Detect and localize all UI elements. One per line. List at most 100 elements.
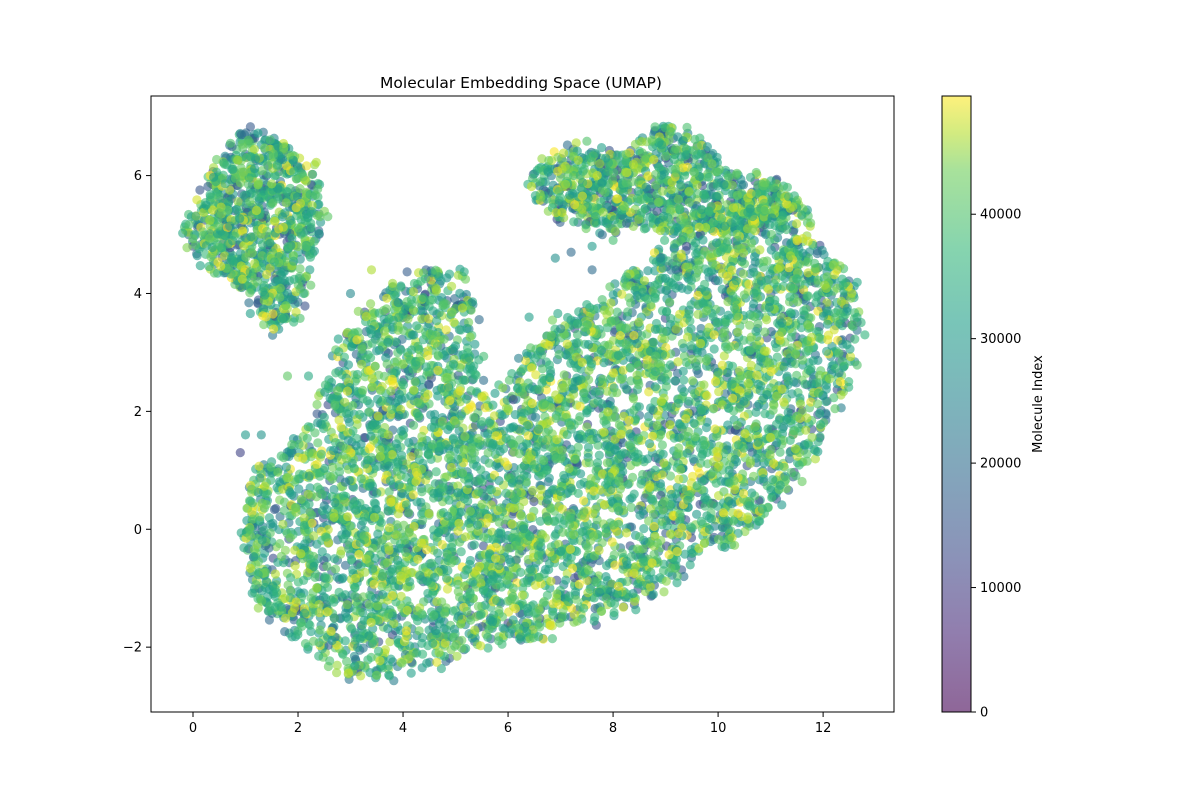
scatter-point — [665, 471, 676, 481]
scatter-point — [722, 441, 732, 451]
scatter-point — [466, 386, 476, 396]
scatter-point — [548, 610, 558, 620]
scatter-point — [632, 544, 643, 554]
scatter-point — [645, 212, 655, 222]
scatter-point — [385, 637, 395, 647]
scatter-point — [623, 479, 633, 489]
scatter-point — [815, 432, 825, 442]
scatter-point — [529, 496, 539, 507]
scatter-point — [382, 359, 392, 369]
scatter-point — [657, 440, 668, 450]
scatter-point — [738, 269, 749, 279]
scatter-point — [623, 307, 633, 317]
scatter-point — [300, 301, 310, 311]
scatter-point — [747, 488, 757, 498]
scatter-point — [396, 281, 406, 291]
scatter-point — [650, 122, 660, 132]
scatter-point — [747, 238, 757, 248]
scatter-point — [665, 420, 675, 430]
scatter-point — [437, 540, 447, 550]
scatter-point — [373, 529, 383, 539]
scatter-point — [313, 438, 323, 448]
scatter-point — [340, 560, 351, 570]
scatter-point — [661, 285, 671, 296]
scatter-point — [754, 516, 764, 526]
scatter-point — [409, 420, 419, 430]
scatter-point — [738, 180, 749, 190]
scatter-points — [178, 121, 870, 686]
scatter-point — [354, 549, 364, 560]
scatter-point — [594, 450, 604, 460]
scatter-point — [310, 428, 320, 438]
scatter-point — [314, 228, 324, 239]
scatter-point — [561, 575, 571, 585]
scatter-point — [643, 266, 653, 276]
scatter-point — [597, 399, 607, 409]
scatter-point — [517, 590, 528, 600]
scatter-point — [661, 576, 671, 586]
scatter-point — [416, 497, 426, 507]
scatter-point — [622, 385, 632, 395]
scatter-point — [303, 422, 313, 432]
scatter-point — [203, 181, 213, 192]
scatter-point — [792, 219, 802, 229]
scatter-point — [778, 210, 788, 220]
scatter-point — [456, 547, 466, 557]
scatter-point — [639, 224, 650, 234]
scatter-point — [709, 344, 719, 354]
scatter-point — [583, 442, 594, 452]
scatter-point — [788, 426, 799, 436]
scatter-point — [779, 462, 789, 472]
scatter-point — [631, 605, 641, 615]
scatter-point — [597, 230, 607, 240]
scatter-point — [290, 561, 300, 571]
scatter-point — [245, 308, 255, 319]
scatter-point — [455, 288, 465, 298]
scatter-point — [579, 388, 589, 398]
scatter-point — [744, 279, 754, 289]
scatter-point — [639, 524, 649, 534]
scatter-point — [479, 375, 489, 385]
scatter-point — [547, 634, 558, 644]
scatter-point — [499, 444, 509, 454]
scatter-point — [786, 332, 796, 342]
scatter-point — [310, 572, 320, 583]
scatter-point — [755, 245, 765, 255]
scatter-point — [626, 298, 636, 308]
scatter-point — [658, 449, 668, 459]
scatter-point — [687, 376, 698, 386]
scatter-point — [569, 217, 579, 227]
scatter-point — [830, 404, 840, 414]
scatter-point — [330, 554, 340, 564]
scatter-point — [312, 399, 322, 410]
scatter-point — [342, 600, 352, 610]
scatter-point — [607, 537, 617, 547]
scatter-point — [379, 559, 390, 569]
scatter-point — [589, 616, 599, 626]
scatter-point — [474, 315, 484, 325]
scatter-point — [244, 298, 254, 308]
scatter-point — [582, 408, 592, 418]
scatter-point — [608, 290, 618, 300]
scatter-point — [771, 419, 782, 429]
scatter-point — [850, 334, 860, 344]
scatter-point — [679, 571, 689, 582]
scatter-point — [797, 210, 807, 220]
scatter-point — [417, 487, 427, 497]
scatter-point — [571, 138, 581, 148]
scatter-point — [330, 564, 341, 574]
scatter-point — [758, 474, 769, 484]
scatter-point — [295, 264, 305, 274]
scatter-point — [269, 504, 280, 515]
scatter-point — [195, 185, 205, 195]
scatter-point — [626, 502, 636, 513]
scatter-point — [699, 380, 709, 390]
scatter-point — [508, 615, 518, 625]
scatter-point — [812, 248, 822, 259]
scatter-point — [746, 360, 756, 370]
scatter-point — [766, 229, 777, 240]
scatter-point — [673, 357, 683, 367]
scatter-point — [490, 388, 500, 398]
